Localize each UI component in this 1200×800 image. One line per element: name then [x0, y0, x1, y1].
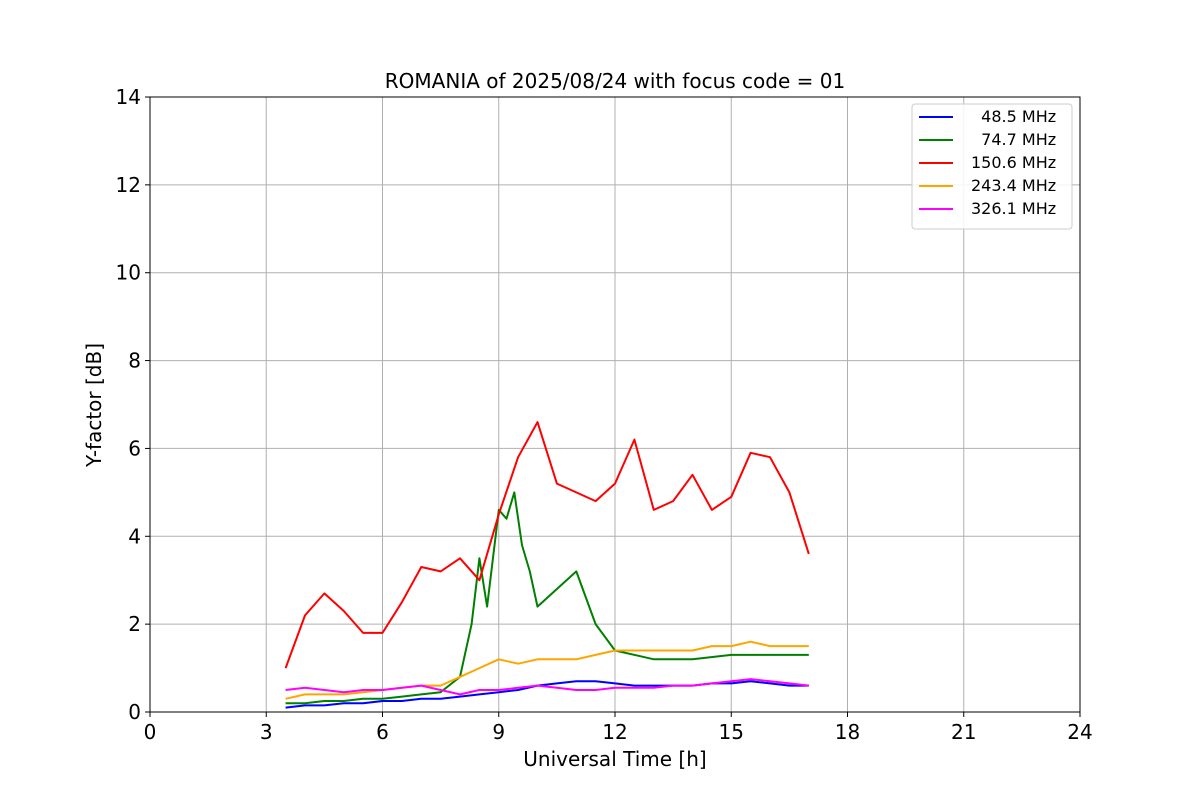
x-tick-label: 9	[492, 720, 505, 744]
series-line-3	[285, 640, 809, 700]
y-axis-label: Y-factor [dB]	[82, 343, 106, 468]
legend-entry-label: 243.4 MHz	[971, 176, 1056, 195]
legend-box	[911, 103, 1073, 230]
x-tick-label: 24	[1067, 720, 1092, 744]
x-tick-label: 18	[835, 720, 860, 744]
legend-entry-label: 74.7 MHz	[971, 130, 1056, 149]
series-line-2	[284, 421, 810, 669]
y-tick-label: 2	[128, 612, 141, 636]
x-tick-label: 3	[260, 720, 273, 744]
y-tick-label: 12	[116, 173, 141, 197]
legend-entry-label: 48.5 MHz	[971, 107, 1056, 126]
series-layer	[284, 421, 810, 709]
series-line-0	[285, 680, 809, 709]
y-tick-label: 4	[128, 524, 141, 548]
x-tick-label: 6	[376, 720, 389, 744]
legend-entry-label: 150.6 MHz	[971, 153, 1056, 172]
series-line-1	[285, 491, 809, 705]
series-line-4	[285, 678, 809, 696]
y-tick-label: 0	[128, 700, 141, 724]
legend-entry-label: 326.1 MHz	[971, 199, 1056, 218]
x-tick-label: 21	[951, 720, 976, 744]
y-tick-label: 14	[116, 85, 141, 109]
y-tick-label: 6	[128, 436, 141, 460]
legend: 48.5 MHz 74.7 MHz 150.6 MHz 243.4 MHz 326.1…	[911, 103, 1073, 230]
y-tick-label: 8	[128, 349, 141, 373]
x-axis-label: Universal Time [h]	[523, 747, 706, 771]
x-tick-label: 12	[602, 720, 627, 744]
y-tick-label: 10	[116, 261, 141, 285]
x-tick-label: 0	[144, 720, 157, 744]
chart-title: ROMANIA of 2025/08/24 with focus code = …	[385, 69, 845, 93]
x-tick-label: 15	[719, 720, 744, 744]
